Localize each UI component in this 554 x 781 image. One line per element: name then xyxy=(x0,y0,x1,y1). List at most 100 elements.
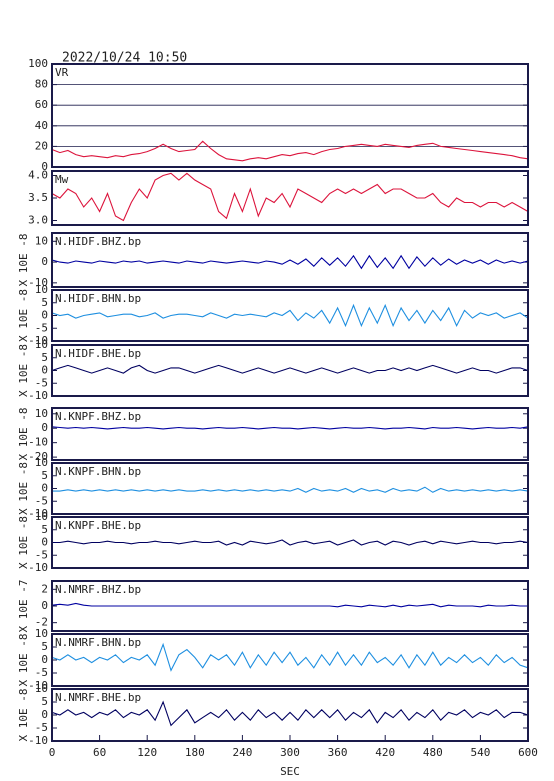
y-tick-label: 0 xyxy=(41,653,48,666)
y-tick-label: 0 xyxy=(41,421,48,434)
timestamp: 2022/10/24 10:50 xyxy=(62,51,187,66)
y-tick-label: -2 xyxy=(35,616,48,629)
y-tick-label: 0 xyxy=(41,309,48,322)
trace xyxy=(51,700,529,727)
x-tick-label: 420 xyxy=(375,746,395,759)
panel-frame xyxy=(51,232,529,288)
panel-label: N.HIDF.BHN.bp xyxy=(55,292,141,305)
trace xyxy=(52,539,529,546)
y-tick-label: 10 xyxy=(35,682,48,695)
panel-label: VR xyxy=(55,66,69,79)
panel-label: N.NMRF.BHE.bp xyxy=(55,691,141,704)
x-tick-label: 360 xyxy=(328,746,348,759)
panel-frame xyxy=(51,462,529,515)
y-tick-label: -10 xyxy=(28,679,48,692)
y-axis-label: X 10E -8 xyxy=(17,408,30,461)
y-tick-label: -10 xyxy=(28,389,48,402)
panel-frame xyxy=(51,407,529,461)
panel-label: N.HIDF.BHZ.bp xyxy=(55,235,141,248)
y-axis-label: X 10E -8 xyxy=(17,289,30,342)
y-tick-label: 10 xyxy=(35,407,48,420)
y-tick-label: 10 xyxy=(35,234,48,247)
y-axis-label: X 10E -8 xyxy=(17,344,30,397)
y-tick-label: 5 xyxy=(41,523,48,536)
trace xyxy=(51,172,529,222)
y-axis-label: X 10E -8 xyxy=(17,462,30,515)
trace xyxy=(51,303,529,328)
x-tick-label: 540 xyxy=(470,746,490,759)
y-tick-label: 4.0 xyxy=(28,169,48,182)
x-tick-label: 60 xyxy=(93,746,106,759)
trace xyxy=(52,486,529,493)
panel-label: N.HIDF.BHE.bp xyxy=(55,347,141,360)
x-tick-label: 480 xyxy=(423,746,443,759)
panel-label: Mw xyxy=(55,173,69,186)
panel-frame xyxy=(51,63,529,168)
x-tick-label: 0 xyxy=(49,746,56,759)
panel-frame xyxy=(51,516,529,569)
y-axis-label: X 10E -8 xyxy=(17,689,30,742)
y-tick-label: -10 xyxy=(28,436,48,449)
y-tick-label: 0 xyxy=(41,536,48,549)
y-axis-label: X 10E -8 xyxy=(17,634,30,687)
y-tick-label: -10 xyxy=(28,561,48,574)
x-axis-label: SEC xyxy=(280,765,300,778)
y-tick-label: 0 xyxy=(41,160,48,173)
trace xyxy=(51,426,529,430)
panel-label: N.KNPF.BHE.bp xyxy=(55,519,141,532)
y-tick-label: 3.0 xyxy=(28,214,48,227)
y-tick-label: -10 xyxy=(28,734,48,747)
y-tick-label: 0 xyxy=(41,599,48,612)
y-tick-label: 10 xyxy=(35,456,48,469)
y-tick-label: 10 xyxy=(35,510,48,523)
y-tick-label: 5 xyxy=(41,640,48,653)
y-tick-label: 5 xyxy=(41,351,48,364)
x-tick-label: 600 xyxy=(518,746,538,759)
y-tick-label: 0 xyxy=(41,708,48,721)
y-tick-label: 0 xyxy=(41,255,48,268)
panel-label: N.KNPF.BHZ.bp xyxy=(55,410,141,423)
trace xyxy=(51,140,529,162)
panel-frame xyxy=(51,633,529,687)
y-tick-label: 0 xyxy=(41,364,48,377)
y-tick-label: -5 xyxy=(35,321,48,334)
y-axis-label: X 10E -8 xyxy=(17,516,30,569)
panel-label: N.NMRF.BHZ.bp xyxy=(55,583,141,596)
y-tick-label: -10 xyxy=(28,276,48,289)
trace xyxy=(51,602,528,608)
y-tick-label: 5 xyxy=(41,296,48,309)
y-axis-label: X 10E -8 xyxy=(17,234,30,287)
y-tick-label: 100 xyxy=(28,57,48,70)
x-tick-label: 120 xyxy=(137,746,157,759)
trace xyxy=(51,642,529,672)
panel-frame xyxy=(51,580,529,632)
y-tick-label: -5 xyxy=(35,376,48,389)
y-tick-label: 5 xyxy=(41,469,48,482)
y-tick-label: -20 xyxy=(28,450,48,463)
y-axis-label: X 10E -7 xyxy=(17,580,30,633)
panel-frame xyxy=(51,289,529,342)
x-tick-label: 300 xyxy=(280,746,300,759)
y-tick-label: -5 xyxy=(35,721,48,734)
y-tick-label: 20 xyxy=(35,139,48,152)
y-tick-label: 0 xyxy=(41,482,48,495)
y-tick-label: 10 xyxy=(35,338,48,351)
panel-frame xyxy=(51,170,529,226)
y-tick-label: -5 xyxy=(35,548,48,561)
y-tick-label: 10 xyxy=(35,283,48,296)
trace xyxy=(51,364,529,374)
y-tick-label: 60 xyxy=(35,98,48,111)
y-tick-label: 5 xyxy=(41,695,48,708)
y-tick-label: 40 xyxy=(35,119,48,132)
y-tick-label: 10 xyxy=(35,627,48,640)
panel-frame xyxy=(51,344,529,397)
y-tick-label: 3.5 xyxy=(28,191,48,204)
panel-label: N.NMRF.BHN.bp xyxy=(55,636,141,649)
y-tick-label: 2 xyxy=(41,582,48,595)
y-tick-label: -10 xyxy=(28,507,48,520)
y-tick-label: -5 xyxy=(35,666,48,679)
x-tick-label: 180 xyxy=(185,746,205,759)
y-tick-label: -10 xyxy=(28,334,48,347)
y-tick-label: 80 xyxy=(35,78,48,91)
